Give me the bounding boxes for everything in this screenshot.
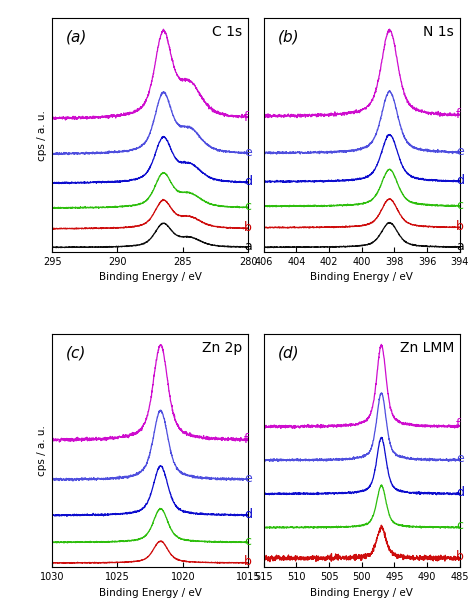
- Text: d: d: [244, 508, 252, 521]
- Text: f: f: [456, 418, 460, 431]
- X-axis label: Binding Energy / eV: Binding Energy / eV: [99, 587, 201, 598]
- Text: c: c: [456, 519, 463, 533]
- Text: e: e: [244, 472, 252, 485]
- Text: c: c: [244, 535, 251, 548]
- X-axis label: Binding Energy / eV: Binding Energy / eV: [310, 587, 413, 598]
- X-axis label: Binding Energy / eV: Binding Energy / eV: [310, 272, 413, 282]
- Text: f: f: [244, 111, 249, 124]
- Text: (b): (b): [277, 30, 299, 45]
- Text: d: d: [244, 176, 252, 188]
- Text: b: b: [244, 555, 252, 569]
- Text: Zn 2p: Zn 2p: [202, 341, 242, 354]
- Text: Zn LMM: Zn LMM: [400, 341, 454, 354]
- Text: d: d: [456, 174, 464, 187]
- Text: c: c: [456, 199, 463, 212]
- Text: (d): (d): [277, 345, 299, 361]
- Text: (c): (c): [66, 345, 86, 361]
- Text: N 1s: N 1s: [423, 25, 454, 39]
- Y-axis label: cps / a. u.: cps / a. u.: [36, 110, 46, 160]
- Text: C 1s: C 1s: [212, 25, 242, 39]
- Text: e: e: [456, 452, 464, 465]
- Text: a: a: [244, 240, 252, 253]
- X-axis label: Binding Energy / eV: Binding Energy / eV: [99, 272, 201, 282]
- Text: e: e: [456, 145, 464, 159]
- Text: b: b: [456, 220, 464, 233]
- Text: d: d: [456, 486, 464, 498]
- Text: (a): (a): [66, 30, 87, 45]
- Text: c: c: [244, 200, 251, 214]
- Text: e: e: [244, 146, 252, 159]
- Y-axis label: cps / a. u.: cps / a. u.: [36, 425, 46, 476]
- Text: f: f: [456, 109, 460, 121]
- Text: a: a: [456, 240, 464, 253]
- Text: b: b: [456, 550, 464, 563]
- Text: b: b: [244, 221, 252, 234]
- Text: f: f: [244, 432, 249, 445]
